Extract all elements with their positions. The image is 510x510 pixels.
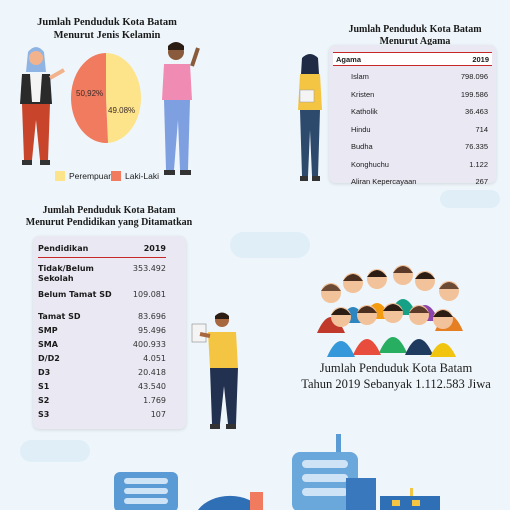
education-header-label: Pendidikan bbox=[38, 244, 89, 253]
education-row-value: 1.769 bbox=[143, 396, 166, 405]
background-cloud bbox=[440, 190, 500, 208]
religion-title-line1: Jumlah Penduduk Kota Batam bbox=[348, 24, 482, 35]
education-table-row: D3 20.418 bbox=[38, 368, 166, 382]
religion-row-label: Katholik bbox=[351, 107, 378, 117]
crowd-illustration bbox=[317, 265, 463, 357]
religion-table-row: Budha 76.335 bbox=[351, 138, 488, 156]
religion-title: Jumlah Penduduk Kota Batam Menurut Agama bbox=[325, 24, 505, 47]
religion-table-row: Kristen 199.586 bbox=[351, 86, 488, 104]
total-line2: Tahun 2019 Sebanyak 1.112.583 Jiwa bbox=[301, 377, 491, 391]
education-table-row: Tamat SD 83.696 bbox=[38, 312, 166, 326]
education-table-row: Belum Tamat SD 109.081 bbox=[38, 290, 166, 308]
education-row-value: 107 bbox=[150, 410, 166, 419]
gender-title: Jumlah Penduduk Kota Batam Menurut Jenis… bbox=[12, 16, 202, 42]
education-row-label: SMP bbox=[38, 326, 58, 335]
education-title: Jumlah Penduduk Kota Batam Menurut Pendi… bbox=[5, 205, 213, 229]
legend-female: Perempuan bbox=[55, 171, 113, 181]
education-table-header: Pendidikan 2019 bbox=[38, 244, 166, 258]
religion-row-value: 36.463 bbox=[465, 107, 488, 117]
man-illustration bbox=[162, 42, 200, 175]
gender-title-line1: Jumlah Penduduk Kota Batam bbox=[37, 17, 177, 28]
education-table-body: Tidak/Belum Sekolah 353.492 Belum Tamat SD… bbox=[38, 264, 166, 424]
crowd-person bbox=[327, 307, 355, 357]
education-row-value: 83.696 bbox=[138, 312, 166, 321]
legend-female-label: Perempuan bbox=[69, 171, 113, 181]
legend-male-swatch bbox=[111, 171, 121, 181]
religion-row-label: Aliran Kepercayaan bbox=[351, 177, 417, 187]
education-table-row: D/D2 4.051 bbox=[38, 354, 166, 368]
religion-table-row: Aliran Kepercayaan 267 bbox=[351, 173, 488, 191]
education-table-row: S2 1.769 bbox=[38, 396, 166, 410]
background-cloud bbox=[20, 440, 90, 462]
religion-title-line2: Menurut Agama bbox=[379, 35, 451, 47]
male-percentage-label: 50,92% bbox=[76, 89, 104, 98]
religion-header-label: Agama bbox=[336, 54, 362, 64]
religion-table-body: Islam 798.096 Kristen 199.586 Katholik 36.463… bbox=[329, 68, 496, 191]
religion-row-label: Budha bbox=[351, 142, 373, 152]
education-header-year: 2019 bbox=[143, 244, 166, 253]
crowd-person bbox=[405, 305, 433, 355]
education-row-value: 4.051 bbox=[143, 354, 166, 363]
religion-row-value: 76.335 bbox=[465, 142, 488, 152]
education-title-line2: Menurut Pendidikan yang Ditamatkan bbox=[25, 217, 193, 228]
religion-table-header: Agama 2019 bbox=[333, 52, 492, 66]
gender-title-line2: Menurut Jenis Kelamin bbox=[53, 30, 161, 41]
woman-with-folder-illustration bbox=[298, 54, 322, 181]
religion-header-year: 2019 bbox=[472, 54, 489, 64]
education-table: Pendidikan 2019 Tidak/Belum Sekolah 353.4… bbox=[33, 236, 186, 429]
legend-male: Laki-Laki bbox=[111, 171, 159, 181]
religion-table-row: Katholik 36.463 bbox=[351, 103, 488, 121]
crowd-person bbox=[379, 303, 407, 353]
education-row-value: 353.492 bbox=[132, 264, 166, 273]
education-table-row: S1 43.540 bbox=[38, 382, 166, 396]
religion-row-label: Kristen bbox=[351, 89, 375, 99]
legend-male-label: Laki-Laki bbox=[125, 171, 160, 181]
religion-table-row: Hindu 714 bbox=[351, 121, 488, 139]
city-buildings-illustration bbox=[114, 434, 440, 510]
education-table-row: S3 107 bbox=[38, 410, 166, 424]
education-table-row: SMP 95.496 bbox=[38, 326, 166, 340]
religion-row-value: 267 bbox=[475, 177, 488, 187]
religion-row-label: Islam bbox=[351, 72, 369, 82]
education-row-label: D/D2 bbox=[38, 354, 60, 363]
religion-row-label: Konghuchu bbox=[351, 159, 389, 169]
education-row-label: SMA bbox=[38, 340, 58, 349]
religion-table-row: Konghuchu 1.122 bbox=[351, 156, 488, 174]
education-row-value: 20.418 bbox=[138, 368, 166, 377]
female-percentage-label: 49.08% bbox=[108, 106, 136, 115]
education-row-value: 109.081 bbox=[132, 290, 166, 299]
pie-slice-male bbox=[70, 53, 109, 143]
woman-illustration bbox=[20, 47, 65, 165]
religion-row-value: 1.122 bbox=[469, 159, 488, 169]
man-with-clipboard-illustration bbox=[191, 312, 238, 429]
education-row-label: D3 bbox=[38, 368, 51, 377]
education-row-label: Tamat SD bbox=[38, 312, 81, 321]
education-row-value: 95.496 bbox=[138, 326, 166, 335]
education-row-value: 400.933 bbox=[132, 340, 166, 349]
education-row-value: 43.540 bbox=[138, 382, 166, 391]
religion-row-value: 798.096 bbox=[460, 72, 488, 82]
legend-female-swatch bbox=[55, 171, 65, 181]
education-table-row: SMA 400.933 bbox=[38, 340, 166, 354]
religion-table-row: Islam 798.096 bbox=[351, 68, 488, 86]
education-row-label: S2 bbox=[38, 396, 50, 405]
gender-pie-chart bbox=[70, 53, 141, 143]
pie-slice-female bbox=[106, 53, 141, 143]
religion-row-value: 199.586 bbox=[460, 89, 488, 99]
total-line1: Jumlah Penduduk Kota Batam bbox=[319, 361, 473, 375]
total-population-caption: Jumlah Penduduk Kota Batam Tahun 2019 Se… bbox=[282, 360, 510, 392]
education-row-label: S3 bbox=[38, 410, 50, 419]
religion-table: Agama 2019 Islam 798.096 Kristen 199.586 Kat… bbox=[329, 45, 496, 186]
religion-row-value: 714 bbox=[475, 124, 488, 134]
education-row-label: Belum Tamat SD bbox=[38, 290, 112, 299]
religion-row-label: Hindu bbox=[351, 124, 371, 134]
crowd-person bbox=[429, 309, 457, 357]
background-cloud bbox=[230, 232, 310, 258]
education-row-label: S1 bbox=[38, 382, 50, 391]
education-table-row: Tidak/Belum Sekolah 353.492 bbox=[38, 264, 166, 290]
education-row-label: Tidak/Belum Sekolah bbox=[38, 264, 94, 283]
crowd-person bbox=[353, 305, 381, 355]
education-title-line1: Jumlah Penduduk Kota Batam bbox=[42, 205, 176, 216]
